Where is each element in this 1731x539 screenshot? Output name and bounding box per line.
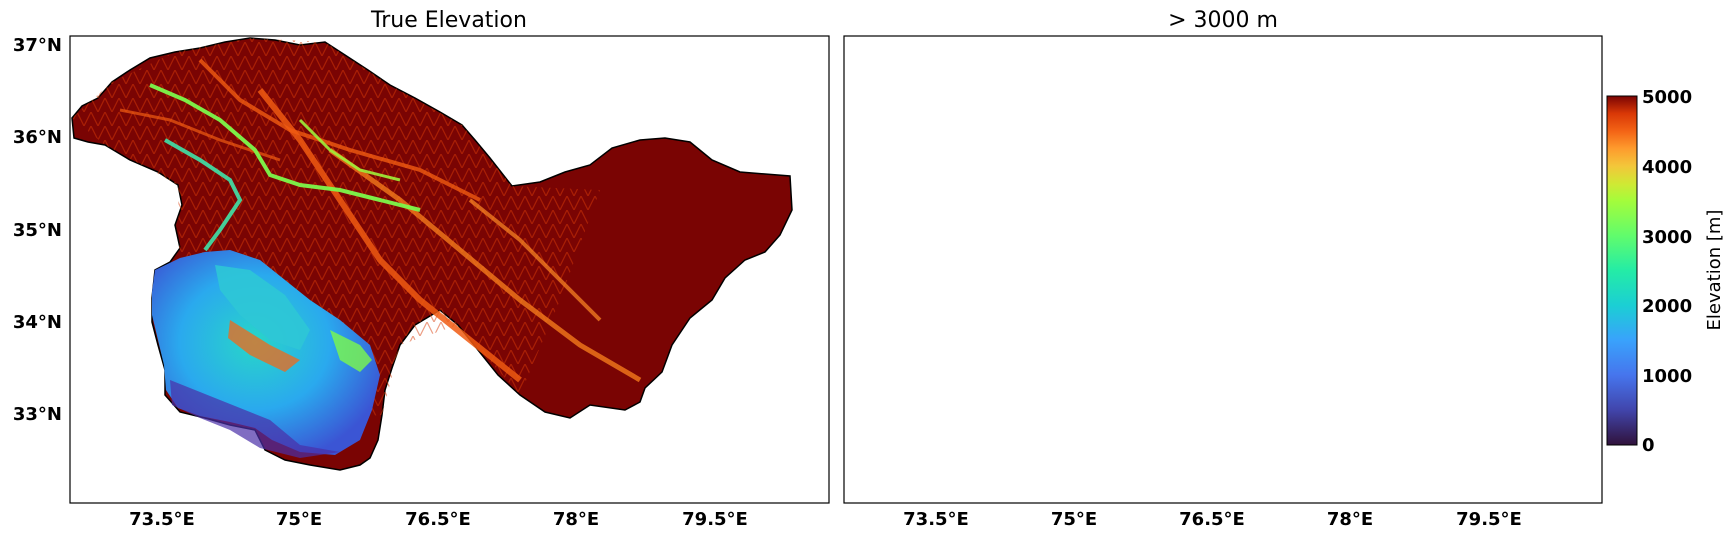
lon-tick-label: 73.5°E bbox=[903, 509, 969, 530]
lon-tick-label: 78°E bbox=[553, 509, 599, 530]
lon-tick-label: 78°E bbox=[1327, 509, 1373, 530]
lon-tick-labels: 73.5°E 75°E 76.5°E 78°E 79.5°E bbox=[129, 509, 748, 530]
lat-tick-label: 34°N bbox=[13, 312, 62, 333]
lat-tick-labels: 37°N 36°N 35°N 34°N 33°N bbox=[13, 35, 62, 425]
colorbar-tick-label: 5000 bbox=[1642, 87, 1692, 108]
colorbar-tick-label: 3000 bbox=[1642, 227, 1692, 248]
lon-tick-label: 79.5°E bbox=[1456, 509, 1522, 530]
colorbar: 5000 4000 3000 2000 1000 0 Elevation [m] bbox=[1607, 87, 1725, 456]
map-panel-true-elevation: True Elevation 37°N 36° bbox=[13, 8, 829, 530]
lat-tick-label: 35°N bbox=[13, 220, 62, 241]
colorbar-tick-label: 2000 bbox=[1642, 296, 1692, 317]
map-frame bbox=[844, 36, 1602, 503]
lat-tick-label: 36°N bbox=[13, 127, 62, 148]
colorbar-label: Elevation [m] bbox=[1704, 210, 1725, 331]
colorbar-gradient bbox=[1607, 96, 1637, 445]
colorbar-tick-label: 0 bbox=[1642, 435, 1655, 456]
map-panel-above-threshold: > 3000 m 73.5°E 75°E 76.5°E bbox=[844, 8, 1602, 530]
lon-tick-label: 73.5°E bbox=[129, 509, 195, 530]
lon-tick-label: 79.5°E bbox=[682, 509, 748, 530]
lon-tick-labels: 73.5°E 75°E 76.5°E 78°E 79.5°E bbox=[903, 509, 1522, 530]
lon-tick-label: 76.5°E bbox=[405, 509, 471, 530]
lat-tick-label: 33°N bbox=[13, 404, 62, 425]
panel-title: True Elevation bbox=[370, 8, 527, 33]
lon-tick-label: 76.5°E bbox=[1179, 509, 1245, 530]
lon-tick-label: 75°E bbox=[1051, 509, 1097, 530]
lat-tick-label: 37°N bbox=[13, 35, 62, 56]
lon-tick-label: 75°E bbox=[276, 509, 322, 530]
colorbar-tick-label: 4000 bbox=[1642, 157, 1692, 178]
panel-title: > 3000 m bbox=[1168, 8, 1278, 33]
colorbar-tick-label: 1000 bbox=[1642, 366, 1692, 387]
